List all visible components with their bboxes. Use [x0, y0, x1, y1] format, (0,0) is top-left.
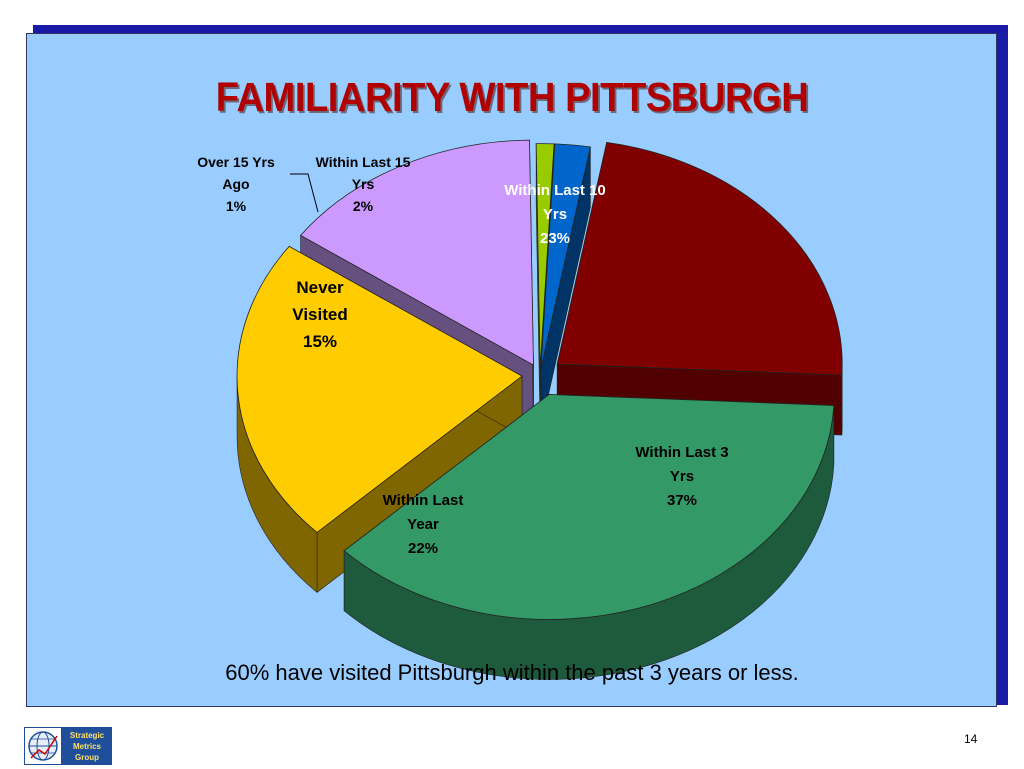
- slice-name-label: Within Last 10: [504, 182, 606, 199]
- slice-name-label: Visited: [292, 305, 347, 324]
- slice-name-label: Ago: [222, 176, 249, 192]
- logo-line-2: Metrics: [72, 742, 101, 751]
- globe-icon: [24, 727, 62, 765]
- slice-name-label: Within Last 3: [635, 444, 728, 461]
- slice-label-4: Never Visited 15%: [292, 278, 347, 351]
- slice-value-label: 15%: [303, 332, 337, 351]
- slice-label-5: Over 15 Yrs Ago 1%: [197, 154, 275, 214]
- logo-line-1: Strategic: [69, 731, 105, 740]
- slice-name-label: Within Last: [383, 492, 464, 509]
- slice-value-label: 2%: [353, 198, 374, 214]
- logo-wordmark: Strategic Metrics Group: [62, 727, 112, 765]
- slice-name-label: Never: [296, 278, 344, 297]
- slice-name-label: Within Last 15: [316, 154, 411, 170]
- slice-label-3: Within Last Year 22%: [383, 492, 464, 557]
- slice-label-1: Within Last 10 Yrs 23%: [504, 182, 606, 247]
- slice-name-label: Yrs: [352, 176, 375, 192]
- slice-name-label: Yrs: [543, 206, 567, 223]
- slice-name-label: Yrs: [670, 468, 694, 485]
- slice-label-6: Within Last 15 Yrs 2%: [316, 154, 411, 214]
- slice-name-label: Over 15 Yrs: [197, 154, 275, 170]
- chart-caption: 60% have visited Pittsburgh within the p…: [225, 660, 799, 685]
- slice-value-label: 1%: [226, 198, 247, 214]
- pie-slice-6: [540, 143, 591, 429]
- company-logo: Strategic Metrics Group: [24, 727, 112, 765]
- slice-name-label: Year: [407, 516, 439, 533]
- pie-slice-2: [343, 393, 835, 680]
- slice-value-label: 37%: [667, 492, 697, 509]
- page-number: 14: [964, 732, 978, 746]
- logo-line-3: Group: [75, 753, 99, 762]
- slide-title: FAMILIARITY WITH PITTSBURGH: [215, 74, 809, 120]
- leader-line: [290, 173, 319, 213]
- slice-value-label: 22%: [408, 540, 438, 557]
- slice-value-label: 23%: [540, 230, 570, 247]
- slice-label-2: Within Last 3 Yrs 37%: [635, 444, 728, 509]
